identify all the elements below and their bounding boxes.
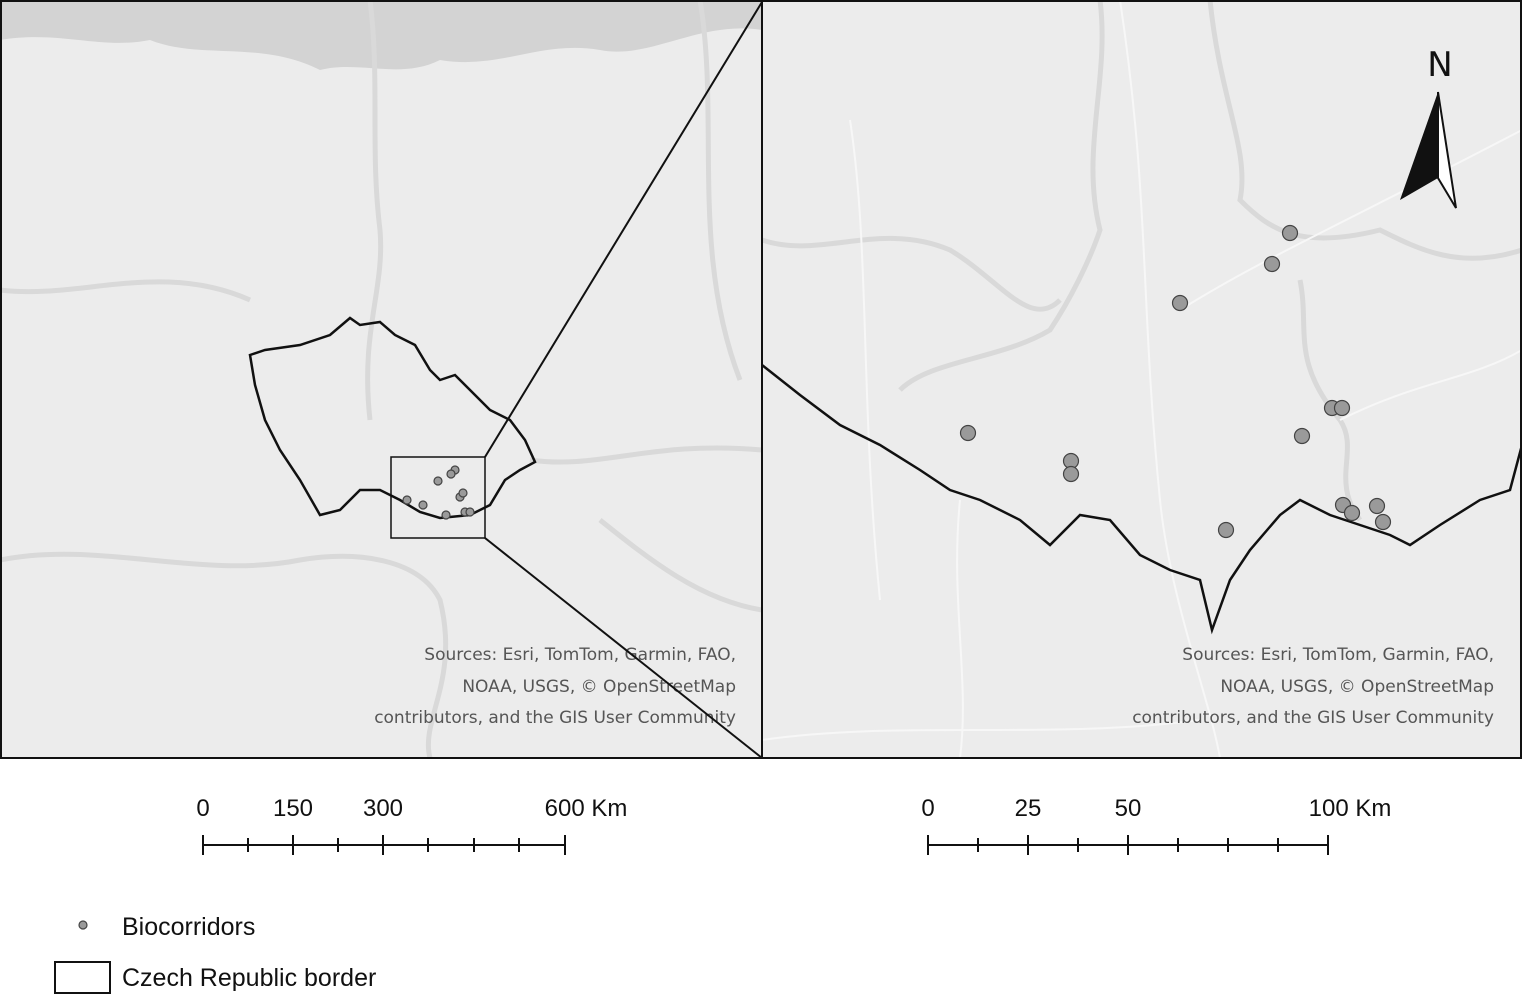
attribution: Sources: Esri, TomTom, Garmin, FAO, [1182, 645, 1494, 665]
zoom-line [484, 1, 763, 458]
attribution: contributors, and the GIS User Community [374, 708, 736, 728]
legend-label: Biocorridors [122, 913, 255, 941]
inset-box [390, 456, 486, 539]
scale-bar [927, 835, 1329, 855]
scale-label: 150 [273, 795, 313, 822]
czech-border [248, 316, 537, 520]
scale-bar [202, 835, 566, 855]
detail-map: N Sources: Esri, TomTom, Garmin, FAO, NO… [762, 0, 1522, 758]
scale-label: 50 [1115, 795, 1142, 822]
scale-label: 0 [921, 795, 934, 822]
biocorridor-points [959, 224, 1392, 539]
overview-map: Sources: Esri, TomTom, Garmin, FAO, NOAA… [0, 0, 762, 758]
legend-label: Czech Republic border [122, 964, 376, 992]
scale-label: 300 [363, 795, 403, 822]
scale-label: 600 Km [545, 795, 628, 822]
attribution: NOAA, USGS, © OpenStreetMap [1220, 677, 1494, 697]
zoom-line [484, 537, 763, 759]
north-arrow: N [1400, 45, 1457, 209]
attribution: contributors, and the GIS User Community [1132, 708, 1494, 728]
biocorridor-points [402, 465, 475, 520]
scale-label: 0 [196, 795, 209, 822]
attribution: Sources: Esri, TomTom, Garmin, FAO, [424, 645, 736, 665]
czech-border [762, 364, 1522, 635]
attribution: NOAA, USGS, © OpenStreetMap [462, 677, 736, 697]
scale-label: 100 Km [1309, 795, 1392, 822]
legend: Biocorridors Czech Republic border [54, 913, 376, 994]
scale-label: 25 [1015, 795, 1042, 822]
north-label: N [1427, 45, 1452, 85]
